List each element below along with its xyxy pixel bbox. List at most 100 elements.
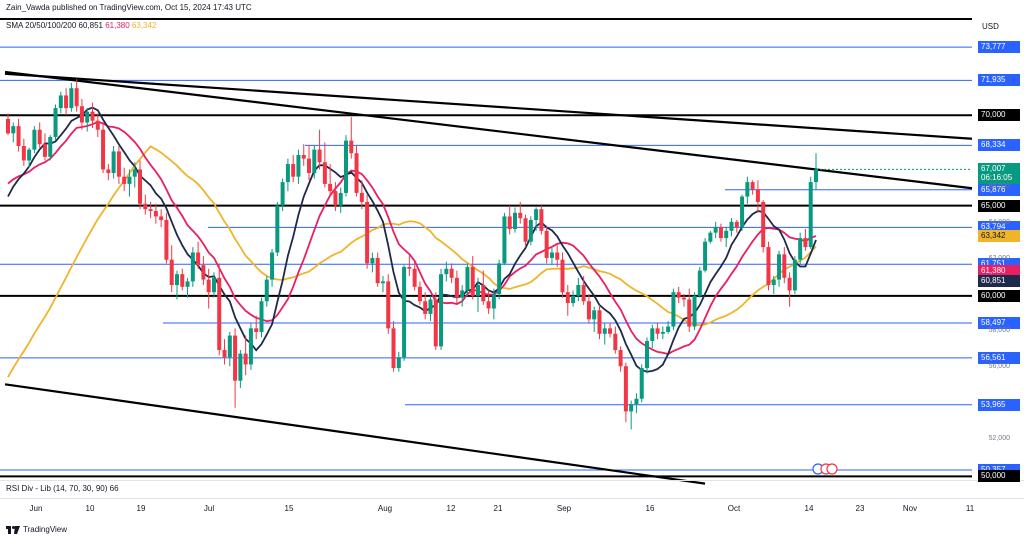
price-axis-label: 62,000	[988, 254, 1010, 262]
candle-body	[433, 299, 438, 347]
candle-body	[745, 182, 750, 197]
time-axis-label: 21	[493, 504, 503, 513]
candle-body	[602, 328, 607, 334]
time-axis-label: 10	[85, 504, 95, 513]
candle-body	[386, 281, 391, 329]
candle-body	[180, 274, 185, 287]
candle-body	[16, 126, 21, 146]
candle-body	[370, 257, 375, 264]
published-header: Zain_Vawda published on TradingView.com,…	[6, 3, 252, 12]
sma-value-20: 60,851	[78, 21, 103, 30]
candle-body	[518, 212, 523, 219]
sma-value-50: 61,380	[105, 21, 130, 30]
candle-body	[761, 201, 766, 248]
candle-body	[201, 265, 206, 280]
candle-body	[444, 268, 449, 275]
candle-body	[153, 210, 158, 217]
candle-body	[697, 270, 702, 296]
candle-body	[645, 340, 650, 369]
candle-body	[248, 328, 253, 365]
candle-body	[90, 111, 95, 121]
candle-body	[32, 129, 37, 150]
candle-body	[190, 252, 195, 282]
candle-body	[338, 192, 343, 206]
price-axis-tag: 68,334	[978, 139, 1020, 152]
candle-body	[650, 328, 655, 341]
sma-legend[interactable]: SMA 20/50/100/200 60,851 61,380 63,342	[6, 20, 156, 32]
candle-body	[275, 205, 280, 253]
sma-label: SMA 20/50/100/200	[6, 21, 77, 30]
candle-body	[481, 285, 486, 302]
candle-body	[417, 286, 422, 302]
candle-body	[592, 310, 597, 320]
candle-body	[534, 209, 539, 221]
candle-body	[449, 268, 454, 278]
candle-body	[148, 209, 153, 211]
price-axis-tag: 61,380	[978, 264, 1020, 277]
candle-body	[291, 164, 296, 177]
price-axis-label: 56,000	[988, 363, 1010, 371]
candle-body	[507, 216, 512, 230]
candle-body	[375, 257, 380, 284]
candle-body	[317, 149, 322, 163]
candle-body	[613, 333, 618, 351]
candle-body	[359, 192, 364, 202]
candle-body	[412, 268, 417, 287]
trendline-lower	[4, 383, 706, 485]
time-axis-label: 16	[645, 504, 655, 513]
candle-body	[259, 301, 264, 332]
candle-body	[42, 144, 47, 157]
price-axis-tag: 60,000	[978, 289, 1020, 302]
candle-body	[718, 227, 723, 239]
candle-body	[692, 295, 697, 327]
time-axis-label: 15	[284, 504, 294, 513]
candle-body	[597, 310, 602, 334]
candle-body	[460, 290, 465, 298]
candle-body	[750, 182, 755, 190]
candle-body	[185, 281, 190, 287]
candle-body	[666, 326, 671, 332]
candle-body	[454, 277, 459, 298]
tradingview-logo[interactable]: TradingView	[6, 525, 67, 534]
price-axis-tag: 65,876	[978, 183, 1020, 196]
candle-body	[618, 350, 623, 367]
time-axis-label: 19	[136, 504, 146, 513]
candle-body	[21, 145, 26, 161]
price-axis-tag: 63,342	[978, 229, 1020, 242]
candle-body	[53, 108, 58, 137]
candle-body	[687, 299, 692, 327]
candle-body	[491, 294, 496, 309]
candle-body	[328, 183, 333, 192]
candle-body	[349, 140, 354, 154]
candle-body	[787, 277, 792, 291]
candle-body	[174, 274, 179, 286]
candle-body	[676, 292, 681, 298]
candle-body	[270, 252, 275, 280]
candle-body	[164, 220, 169, 260]
candle-body	[639, 368, 644, 399]
candle-body	[217, 277, 222, 351]
candle-body	[127, 176, 132, 184]
candle-body	[106, 169, 111, 174]
candle-body	[439, 274, 444, 347]
candle-body	[502, 216, 507, 264]
price-axis-tag: 65,000	[978, 199, 1020, 212]
candle-body	[196, 252, 201, 266]
sma-value-100: 63,342	[131, 21, 157, 30]
candle-body	[407, 266, 412, 269]
candle-body	[132, 169, 137, 177]
candle-body	[307, 158, 312, 174]
pane-divider[interactable]	[0, 480, 1024, 481]
candle-body	[423, 301, 428, 314]
candle-body	[465, 266, 470, 291]
rsi-legend[interactable]: RSI Div - Lib (14, 70, 30, 90) 66	[6, 483, 119, 495]
sma-line-dark	[7, 106, 817, 373]
candle-body	[576, 285, 581, 296]
tradingview-logo-icon	[6, 525, 20, 534]
time-axis-label: Sep	[556, 504, 572, 513]
candle-body	[782, 254, 787, 278]
price-axis-tag: 58,497	[978, 317, 1020, 329]
price-axis-label: 58,000	[988, 327, 1010, 334]
candle-body	[528, 220, 533, 242]
